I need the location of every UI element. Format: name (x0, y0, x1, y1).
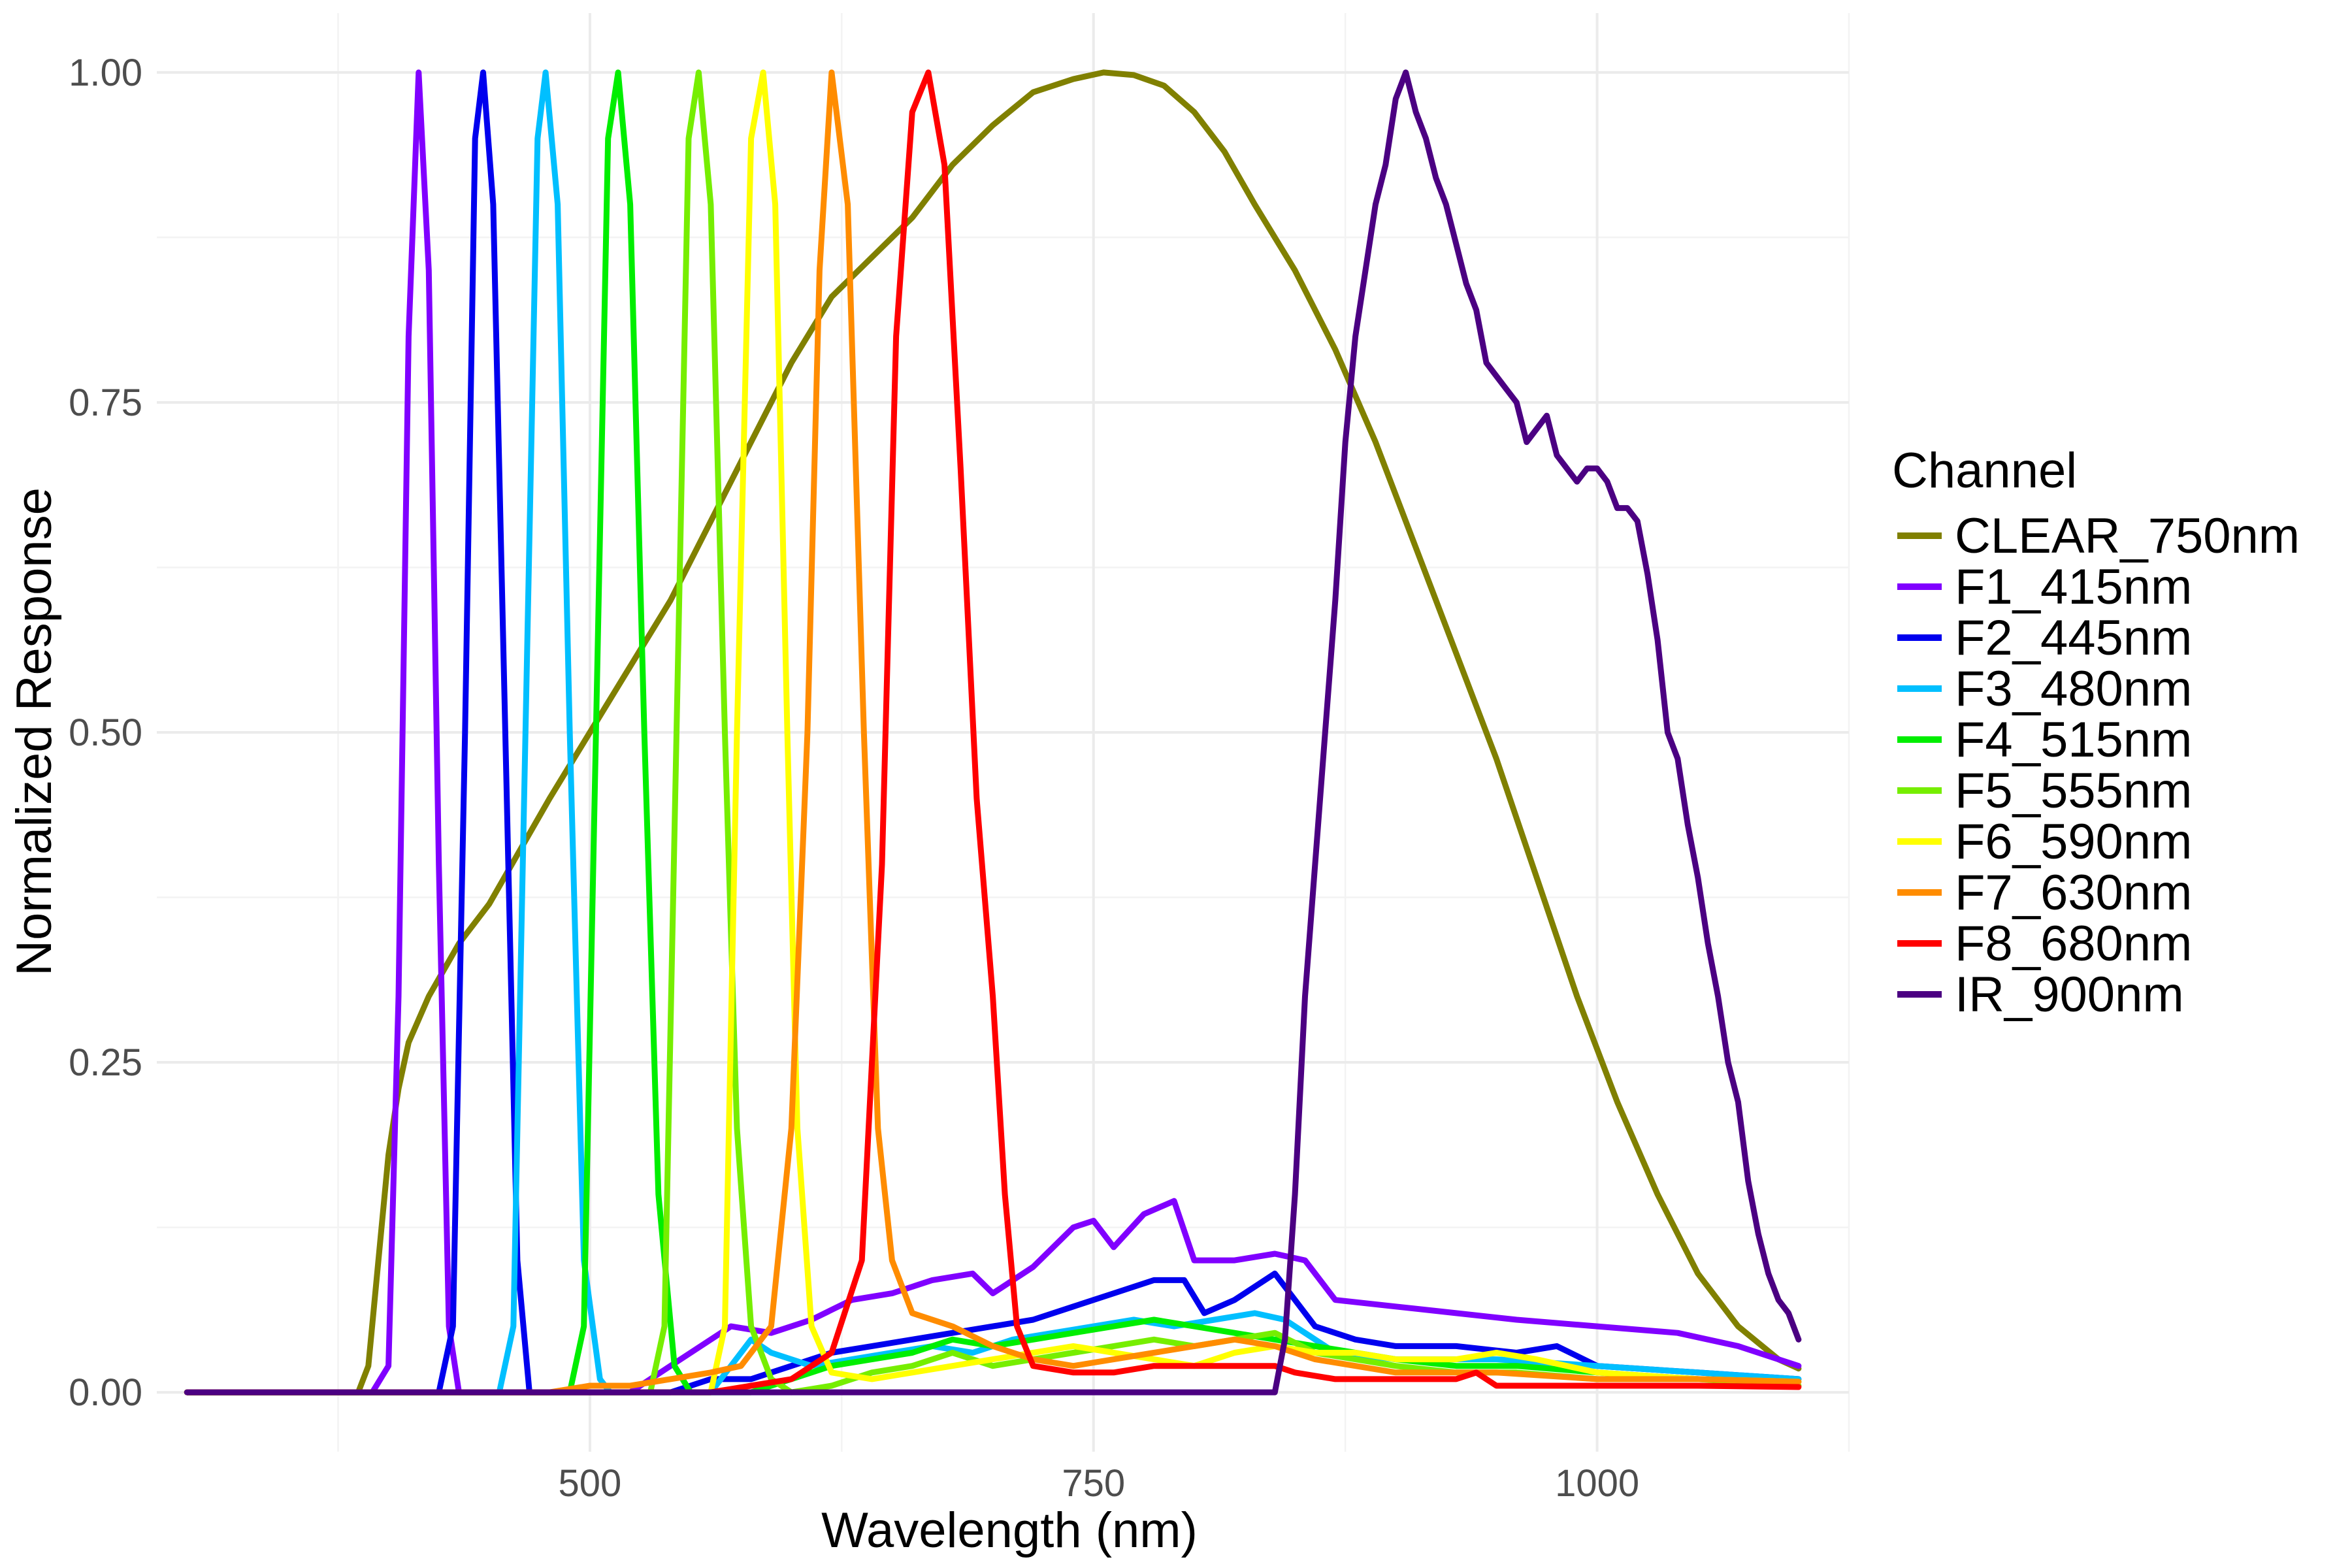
legend-label-f1-415nm: F1_415nm (1955, 559, 2192, 615)
y-tick-label: 0.50 (69, 711, 142, 754)
legend-label-f6-590nm: F6_590nm (1955, 814, 2192, 870)
legend-label-clear-750nm: CLEAR_750nm (1955, 508, 2300, 564)
legend-label-f7-630nm: F7_630nm (1955, 865, 2192, 921)
series-line-f3-480nm (184, 69, 1802, 1396)
legend-label-f2-445nm: F2_445nm (1955, 610, 2192, 666)
series-line-f5-555nm (184, 69, 1802, 1396)
x-tick-label: 1000 (1555, 1462, 1639, 1505)
legend-label-f3-480nm: F3_480nm (1955, 661, 2192, 717)
y-tick-label: 0.75 (69, 382, 142, 424)
y-tick-label: 0.00 (69, 1371, 142, 1414)
series-line-f7-630nm (184, 69, 1802, 1396)
legend-label-f4-515nm: F4_515nm (1955, 712, 2192, 768)
legend-label-f8-680nm: F8_680nm (1955, 916, 2192, 972)
y-axis-tick-labels: 0.00 0.25 0.50 0.75 1.00 (69, 52, 142, 1414)
series-line-ir-900nm (184, 69, 1802, 1396)
series-line-f2-445nm (184, 69, 1802, 1396)
series-line-f1-415nm (184, 69, 1802, 1396)
series-line-f6-590nm (184, 69, 1802, 1396)
y-axis-title: Normalized Response (7, 487, 62, 976)
y-tick-label: 1.00 (69, 52, 142, 94)
y-tick-label: 0.25 (69, 1041, 142, 1084)
legend: Channel CLEAR_750nmF1_415nmF2_445nmF3_48… (1892, 443, 2300, 1022)
x-axis-tick-labels: 500 750 1000 (559, 1462, 1640, 1505)
legend-label-f5-555nm: F5_555nm (1955, 763, 2192, 819)
legend-label-ir-900nm: IR_900nm (1955, 967, 2184, 1022)
series-lines (184, 69, 1802, 1396)
x-tick-label: 500 (559, 1462, 622, 1505)
x-tick-label: 750 (1062, 1462, 1125, 1505)
x-axis-title: Wavelength (nm) (821, 1503, 1198, 1558)
legend-title: Channel (1892, 443, 2077, 498)
series-line-f8-680nm (184, 69, 1802, 1396)
